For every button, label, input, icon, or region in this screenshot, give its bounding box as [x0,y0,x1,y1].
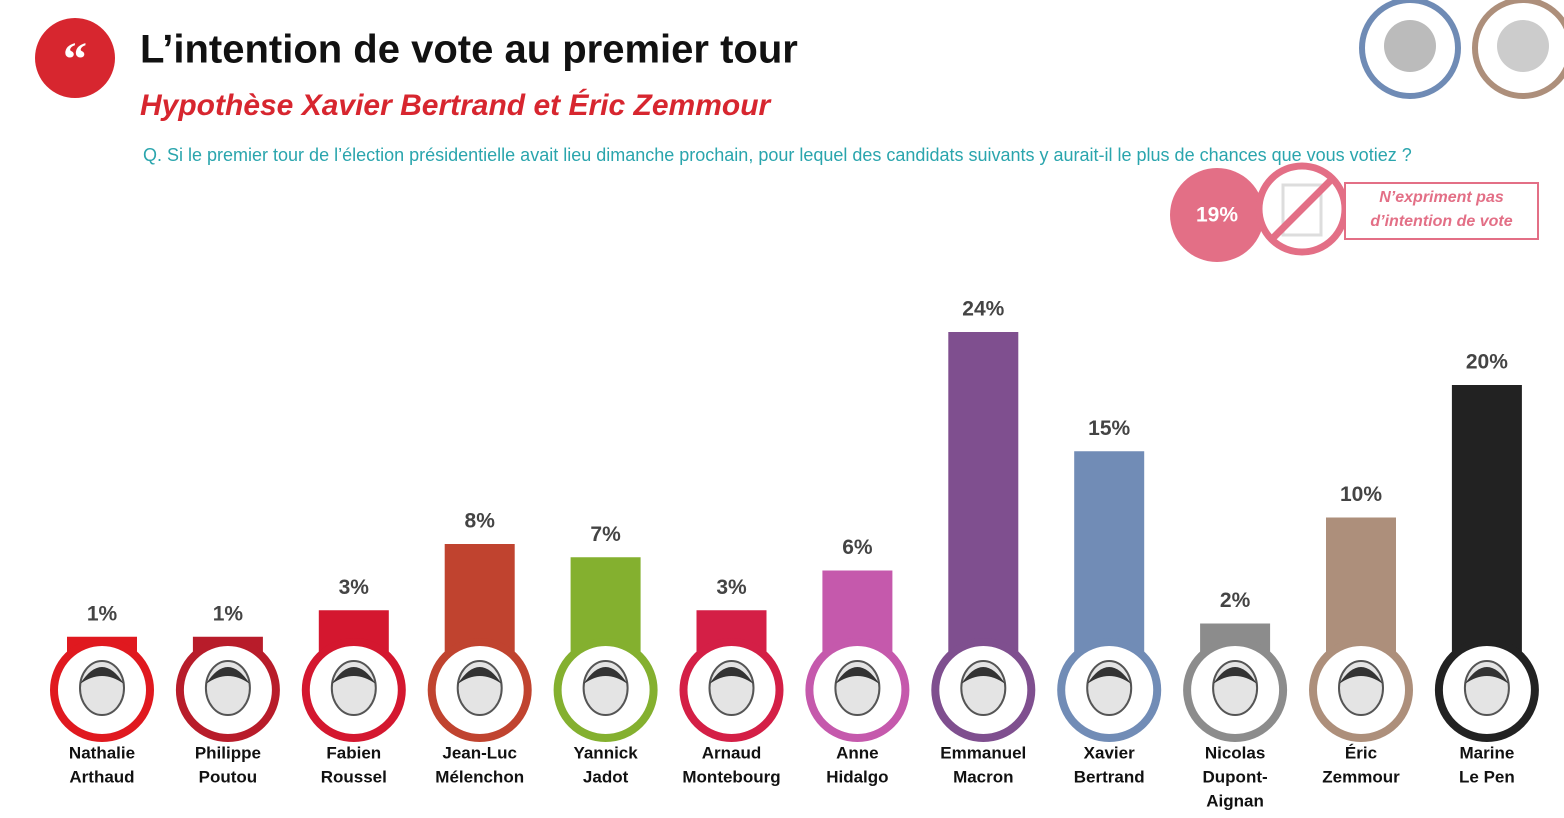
logo [35,18,115,98]
hair [331,667,376,684]
x-tick-label: Arthaud [69,767,134,786]
x-tick-label: Jadot [583,767,629,786]
x-tick-label: Nathalie [69,743,135,762]
x-tick-label: Emmanuel [940,743,1026,762]
value-label: 8% [465,510,496,533]
no-vote-slash [1269,176,1335,242]
x-tick-label: Jean-Luc [442,743,517,762]
hair [1339,667,1383,684]
logo-quote: “ [63,33,87,86]
x-tick-label: Hidalgo [826,767,888,786]
abstention-text-box: N’expriment pas d’intention de vote [1370,189,1513,230]
value-label: 3% [339,576,370,599]
hair [835,667,880,684]
hair [205,667,250,684]
hair [961,667,1006,684]
x-tick-label: Xavier [1084,743,1135,762]
face [1384,20,1436,72]
x-tick-label: Poutou [199,767,258,786]
x-tick-label: Mélenchon [435,767,524,786]
value-label: 10% [1340,483,1382,506]
abstention-text: N’expriment pas d’intention de vote [1370,189,1513,230]
value-label: 1% [213,602,244,625]
x-tick-label: Nicolas [1205,743,1265,762]
x-tick-label: Zemmour [1322,767,1400,786]
abstention-value: 19% [1196,204,1238,227]
value-label: 7% [590,523,621,546]
x-tick-label: Montebourg [682,767,780,786]
value-label: 15% [1088,417,1130,440]
x-tick-label: Arnaud [702,743,762,762]
hair [1464,667,1509,684]
x-tick-label: Dupont- [1203,767,1268,786]
x-tick-label: Roussel [321,767,387,786]
x-tick-label: Anne [836,743,879,762]
x-tick-label: Bertrand [1074,767,1145,786]
hair [457,667,502,684]
x-tick-label: Fabien [326,743,381,762]
question-box: Q. Si le premier tour de l’élection prés… [143,145,1412,165]
face [1497,20,1549,72]
bar [948,332,1019,690]
value-label: 2% [1220,589,1251,612]
abstention-box [1344,182,1539,240]
hair [583,667,628,684]
x-tick-label: Éric [1345,743,1377,762]
ballot-icon [1281,183,1323,237]
hair [80,667,124,684]
subtitle: Hypothèse Xavier Bertrand et Éric Zemmou… [140,88,773,122]
x-tick-label: Marine [1460,743,1515,762]
x-tick-label: Macron [953,767,1013,786]
hair [1087,667,1132,684]
x-tick-label: Philippe [195,743,261,762]
value-label: 20% [1466,351,1508,374]
abstention-circle [1170,168,1264,262]
value-label: 1% [87,602,118,625]
question: Q. Si le premier tour de l’élection prés… [143,145,1412,165]
value-label: 6% [842,536,873,559]
value-label: 3% [716,576,747,599]
x-tick-label: Yannick [573,743,638,762]
x-tick-label: Le Pen [1459,767,1515,786]
value-label: 24% [962,298,1004,321]
hair [1213,667,1258,684]
x-tick-label: Aignan [1206,791,1264,810]
chart-title: L’intention de vote au premier tour [140,28,798,72]
hair [709,667,754,684]
